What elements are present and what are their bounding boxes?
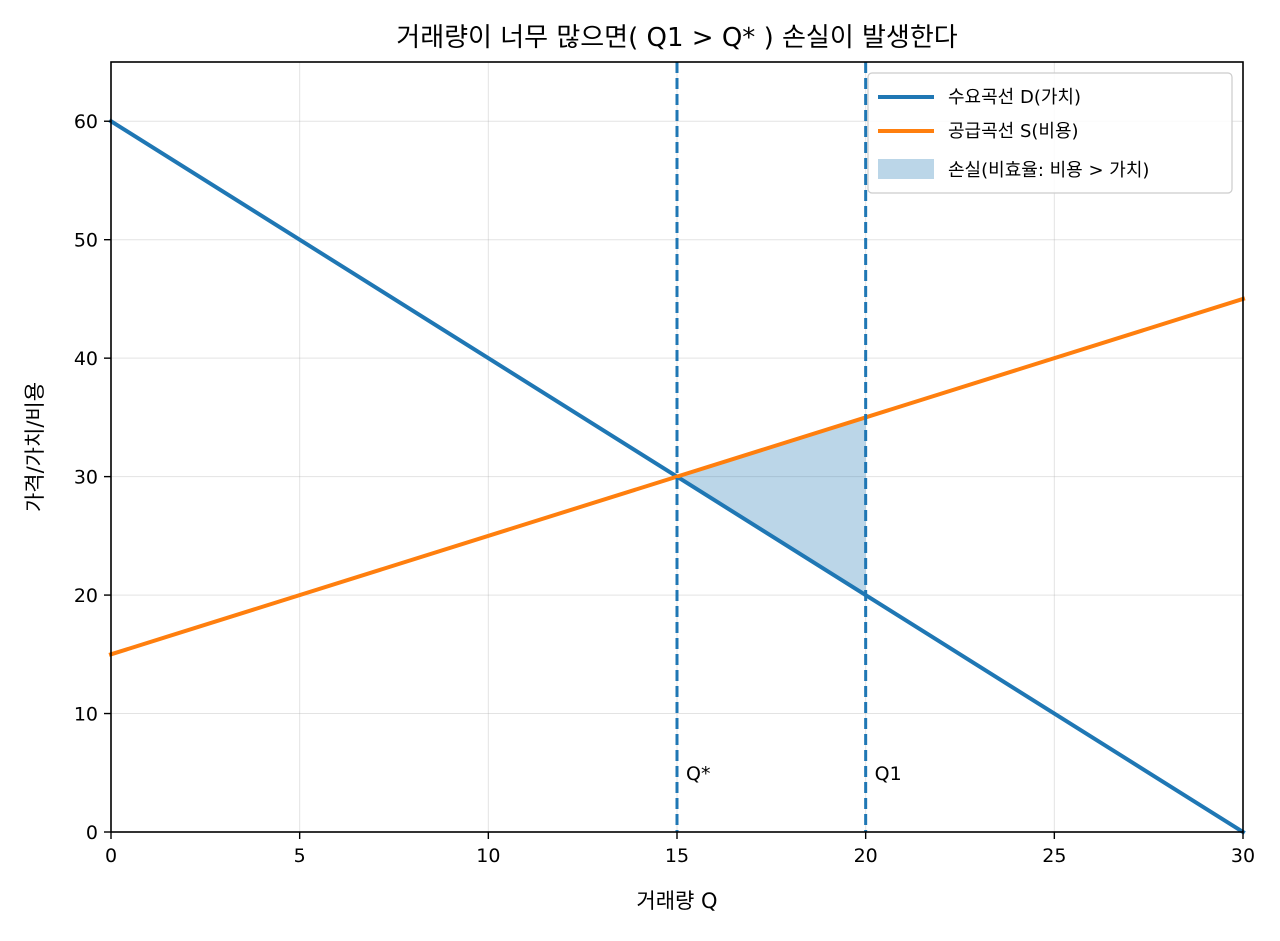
loss-area bbox=[677, 417, 866, 596]
x-tick-label: 10 bbox=[476, 845, 500, 867]
vline-layer: Q* Q1 bbox=[675, 62, 902, 832]
x-tick-label: 5 bbox=[294, 845, 306, 867]
chart-title: 거래량이 너무 많으면( Q1 > Q* ) 손실이 발생한다 bbox=[396, 23, 957, 53]
legend-box bbox=[867, 72, 1233, 194]
tick-layer: 0 5 10 15 20 25 30 0 10 20 30 40 50 60 bbox=[74, 111, 1255, 867]
y-tick-label: 0 bbox=[86, 822, 98, 844]
y-tick-label: 40 bbox=[74, 348, 98, 370]
series-layer bbox=[108, 118, 1246, 835]
y-tick-label: 10 bbox=[74, 704, 98, 726]
area-layer bbox=[677, 417, 866, 596]
y-tick-label: 50 bbox=[74, 230, 98, 252]
supply-curve bbox=[108, 296, 1246, 657]
legend: 수요곡선 D(가치) 공급곡선 S(비용) 손실(비효율: 비용 > 가치) bbox=[867, 72, 1233, 194]
x-tick-label: 30 bbox=[1231, 845, 1255, 867]
vline-label: Q* bbox=[686, 763, 710, 785]
x-tick-label: 15 bbox=[665, 845, 689, 867]
y-tick-label: 20 bbox=[74, 585, 98, 607]
vline-label: Q1 bbox=[875, 763, 902, 785]
y-axis-label: 가격/가치/비용 bbox=[23, 382, 47, 512]
y-tick-label: 30 bbox=[74, 467, 98, 489]
x-tick-label: 20 bbox=[854, 845, 878, 867]
x-tick-label: 25 bbox=[1042, 845, 1066, 867]
legend-label-supply: 공급곡선 S(비용) bbox=[948, 121, 1079, 142]
y-tick-label: 60 bbox=[74, 111, 98, 133]
x-axis-label: 거래량 Q bbox=[636, 889, 717, 913]
legend-swatch-loss bbox=[878, 159, 934, 179]
x-tick-label: 0 bbox=[105, 845, 117, 867]
legend-label-demand: 수요곡선 D(가치) bbox=[948, 87, 1081, 108]
legend-label-loss: 손실(비효율: 비용 > 가치) bbox=[948, 160, 1149, 181]
